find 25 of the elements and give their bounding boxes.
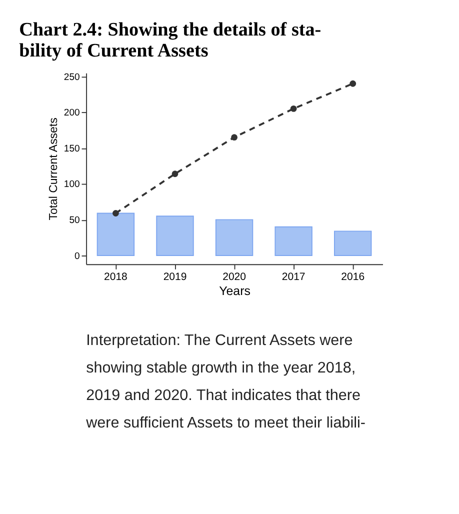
y-tick-label: 200 [64, 108, 80, 119]
point [290, 105, 297, 112]
y-tick-label: 150 [64, 143, 80, 154]
point [350, 80, 356, 87]
y-tick-label: 100 [64, 179, 80, 190]
bar [334, 230, 372, 256]
bar [96, 212, 135, 256]
y-tick-label: 0 [74, 250, 80, 262]
x-axis-title: Years [219, 284, 250, 298]
y-tick-label: 50 [69, 215, 80, 226]
bar [215, 219, 254, 256]
bar [156, 216, 194, 256]
point [231, 134, 238, 141]
point [112, 210, 119, 216]
x-tick-label: 2019 [163, 270, 187, 283]
y-axis-title: Total Current Assets [48, 117, 60, 220]
x-tick-label: 2016 [341, 270, 365, 283]
text: Interpretation: The Current Assets were showing stable growth in the year 2018, 2019 and 2020. That indicates that there were sufficient Assets to meet their liabili- [85, 332, 366, 432]
chart-title: Chart 2.4: Showing the details of sta- bility of Current Assets [19, 19, 322, 62]
x-tick-label: 2020 [222, 270, 246, 283]
y-tick-label: 250 [64, 72, 80, 83]
x-tick-label: 2018 [104, 270, 128, 283]
point [172, 170, 178, 178]
bar [274, 226, 312, 256]
x-tick-label: 2017 [282, 270, 306, 283]
